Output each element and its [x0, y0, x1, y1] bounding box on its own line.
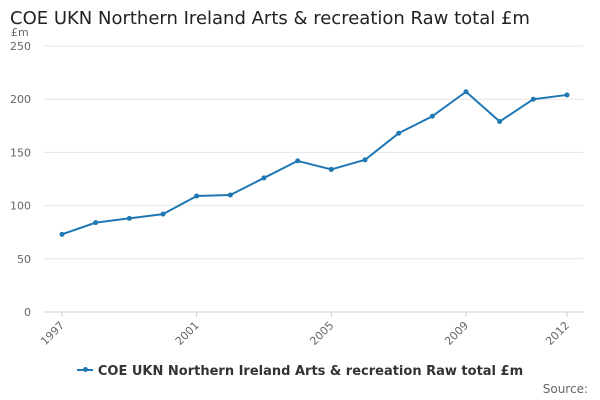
- source-label: Source:: [542, 382, 588, 396]
- data-point: [194, 193, 200, 199]
- legend-line-marker-icon: [76, 367, 93, 372]
- data-point: [295, 158, 301, 164]
- data-point: [396, 130, 402, 136]
- data-point: [227, 192, 233, 198]
- chart-title: COE UKN Northern Ireland Arts & recreati…: [10, 8, 530, 29]
- y-tick-label: 150: [10, 146, 31, 159]
- data-point: [463, 89, 469, 95]
- x-tick-label: 2009: [442, 319, 471, 348]
- y-tick-label: 0: [24, 306, 31, 319]
- y-tick-label: 100: [10, 200, 31, 213]
- y-axis-unit-label: £m: [11, 26, 29, 39]
- x-tick-label: 2001: [173, 319, 202, 348]
- data-point: [126, 215, 132, 221]
- legend[interactable]: COE UKN Northern Ireland Arts & recreati…: [0, 364, 600, 379]
- data-point: [564, 92, 570, 98]
- x-tick-label: 1997: [38, 319, 67, 348]
- data-point: [429, 113, 435, 119]
- data-point: [93, 220, 99, 226]
- legend-series-label: COE UKN Northern Ireland Arts & recreati…: [97, 364, 524, 379]
- data-point: [261, 175, 267, 181]
- data-point: [497, 119, 503, 125]
- data-point: [59, 231, 65, 237]
- data-point: [362, 157, 368, 163]
- y-tick-label: 50: [17, 253, 31, 266]
- y-tick-label: 250: [10, 40, 31, 53]
- x-tick-label: 2012: [543, 319, 572, 348]
- x-tick-label: 2005: [307, 319, 336, 348]
- series-line: [61, 90, 568, 236]
- y-tick-label: 200: [10, 93, 31, 106]
- data-point: [530, 96, 536, 102]
- data-point: [160, 211, 166, 217]
- data-point: [328, 166, 334, 172]
